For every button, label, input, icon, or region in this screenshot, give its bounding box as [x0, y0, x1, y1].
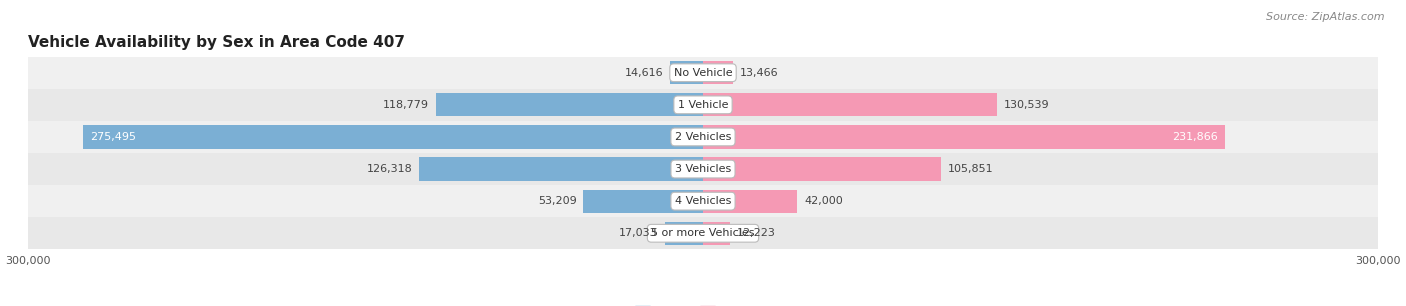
Bar	[28, 121, 1378, 153]
Text: 53,209: 53,209	[538, 196, 576, 206]
Bar	[671, 61, 703, 84]
Text: Vehicle Availability by Sex in Area Code 407: Vehicle Availability by Sex in Area Code…	[28, 35, 405, 50]
Bar	[703, 158, 941, 181]
Text: 14,616: 14,616	[624, 68, 664, 78]
Text: 42,000: 42,000	[804, 196, 844, 206]
Text: 3 Vehicles: 3 Vehicles	[675, 164, 731, 174]
Bar	[83, 125, 703, 148]
Bar	[28, 153, 1378, 185]
Bar	[436, 93, 703, 116]
Text: 126,318: 126,318	[367, 164, 412, 174]
Text: 2 Vehicles: 2 Vehicles	[675, 132, 731, 142]
Text: 105,851: 105,851	[948, 164, 994, 174]
Text: No Vehicle: No Vehicle	[673, 68, 733, 78]
Text: 275,495: 275,495	[90, 132, 136, 142]
Bar	[28, 57, 1378, 89]
Bar	[665, 222, 703, 245]
Text: 118,779: 118,779	[382, 100, 429, 110]
Bar	[583, 190, 703, 213]
Text: 231,866: 231,866	[1173, 132, 1218, 142]
Bar	[703, 125, 1225, 148]
Bar	[28, 217, 1378, 249]
Text: 13,466: 13,466	[740, 68, 779, 78]
Bar	[703, 93, 997, 116]
Bar	[703, 190, 797, 213]
Text: 5 or more Vehicles: 5 or more Vehicles	[651, 228, 755, 238]
Bar	[703, 61, 734, 84]
Text: 4 Vehicles: 4 Vehicles	[675, 196, 731, 206]
Text: 17,033: 17,033	[619, 228, 658, 238]
Text: Source: ZipAtlas.com: Source: ZipAtlas.com	[1267, 12, 1385, 22]
Text: 12,223: 12,223	[737, 228, 776, 238]
Text: 130,539: 130,539	[1004, 100, 1049, 110]
Bar	[28, 185, 1378, 217]
Bar	[28, 89, 1378, 121]
Text: 1 Vehicle: 1 Vehicle	[678, 100, 728, 110]
Bar	[703, 222, 731, 245]
Bar	[419, 158, 703, 181]
